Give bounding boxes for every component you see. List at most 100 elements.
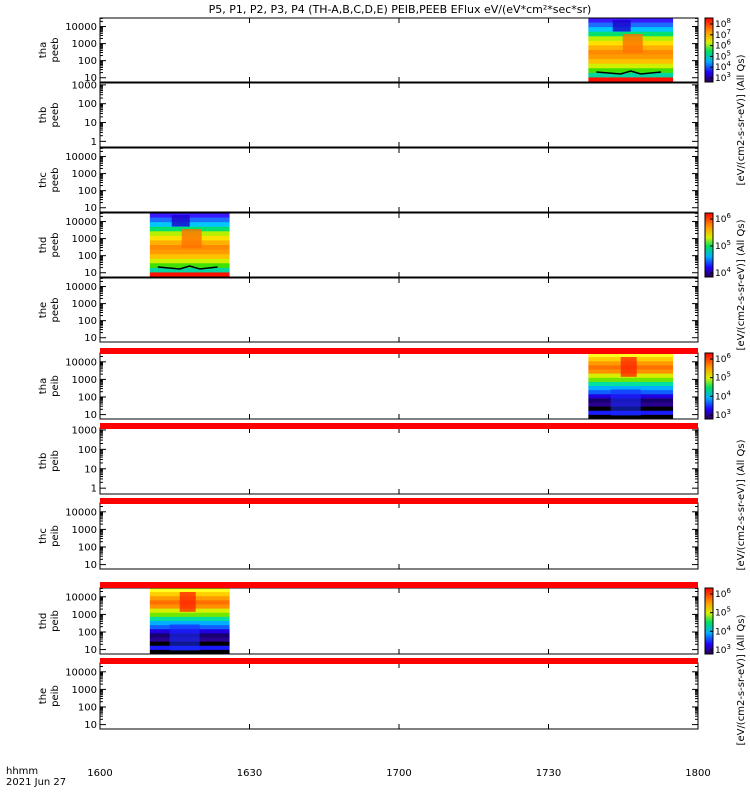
y-tick-label: 1 — [91, 484, 97, 495]
spectrogram-band — [588, 381, 674, 387]
y-tick-label: 10 — [84, 560, 97, 571]
spectrogram-band — [588, 54, 674, 60]
spectrogram-band — [149, 616, 230, 622]
spectrogram-band — [149, 254, 230, 260]
y-tick-label: 10 — [84, 645, 97, 656]
y-tick-label: 100 — [78, 186, 97, 197]
spectrogram-dropout — [171, 215, 190, 227]
panel-label-product: peib — [50, 450, 61, 472]
colorbar-tick-exponent: 7 — [726, 28, 730, 36]
y-tick-label: 100 — [78, 251, 97, 262]
panel-label-product: peib — [50, 610, 61, 632]
y-tick-label: 100 — [78, 316, 97, 327]
y-tick-label: 10 — [84, 203, 97, 214]
y-tick-label: 10000 — [65, 357, 97, 368]
x-tick-label: 1600 — [87, 768, 112, 779]
panel-label-product: peib — [50, 375, 61, 397]
y-tick-label: 1000 — [72, 425, 97, 436]
panel-frame — [99, 662, 699, 730]
colorbar-label: [eV/(cm2-s-sr-eV)] (All Qs) — [736, 219, 747, 350]
potential-trace — [157, 265, 218, 270]
colorbar-tick-exponent: 5 — [726, 371, 730, 379]
colorbar-tick-exponent: 3 — [726, 408, 730, 416]
y-tick-label: 10 — [84, 720, 97, 731]
colorbar — [704, 17, 714, 83]
colorbar-tick-exponent: 6 — [726, 352, 731, 360]
spectrogram-band — [588, 353, 674, 358]
panel-label-probe: the — [38, 688, 49, 704]
panel-label-probe: tha — [38, 378, 49, 394]
spectrogram-band — [588, 59, 674, 65]
y-tick-label: 10 — [84, 464, 97, 475]
spectrogram-band — [588, 377, 674, 383]
panel-label-probe: thd — [38, 237, 49, 254]
y-tick-label: 10 — [84, 410, 97, 421]
x-tick-label: 1800 — [685, 768, 710, 779]
panel-label-probe: thc — [38, 528, 49, 544]
y-tick-label: 10000 — [65, 667, 97, 678]
colorbar — [704, 352, 714, 420]
spectrogram-hotspot — [181, 229, 202, 249]
colorbar-tick-label: 103 — [715, 643, 731, 656]
panel-label-product: peib — [50, 685, 61, 707]
spectrogram-band — [149, 612, 230, 618]
time-axis-label-hhmm: hhmm — [6, 766, 38, 777]
red-flag-bar — [100, 348, 698, 354]
spectrogram-band — [149, 621, 230, 626]
y-tick-label: 10000 — [65, 217, 97, 228]
colorbar-tick-label: 106 — [715, 212, 731, 225]
spectrogram-band — [588, 414, 674, 420]
figure-title: P5, P1, P2, P3, P4 (TH-A,B,C,D,E) PEIB,P… — [209, 3, 592, 16]
red-flag-bar — [100, 423, 698, 429]
y-tick-label: 1000 — [72, 525, 97, 536]
colorbar-tick-exponent: 4 — [726, 624, 731, 632]
y-tick-label: 100 — [78, 99, 97, 110]
colorbar-tick-label: 105 — [715, 606, 731, 619]
colorbar-tick-exponent: 5 — [726, 49, 730, 57]
colorbar-tick-exponent: 6 — [726, 39, 731, 47]
panel-label-probe: thb — [38, 453, 49, 470]
panel-label-probe: tha — [38, 42, 49, 58]
colorbar-tick-exponent: 4 — [726, 266, 731, 274]
y-tick-label: 10000 — [65, 282, 97, 293]
panel-label-probe: the — [38, 302, 49, 318]
y-tick-label: 100 — [78, 628, 97, 639]
panel-label-product: peeb — [50, 168, 61, 193]
panel-label-product: peeb — [50, 298, 61, 323]
spectrogram-hotspot — [622, 34, 643, 54]
y-tick-label: 100 — [78, 445, 97, 456]
y-tick-label: 1000 — [72, 234, 97, 245]
spectrogram-noise — [169, 624, 200, 651]
y-tick-label: 10000 — [65, 22, 97, 33]
y-tick-label: 1000 — [72, 299, 97, 310]
spectrogram-band — [588, 63, 674, 69]
time-axis-ticks: 1600 1630 1700 1730 1800 — [87, 768, 710, 779]
colorbar-tick-label: 106 — [715, 587, 731, 600]
y-tick-label: 10 — [84, 118, 97, 129]
panel-label-probe: thb — [38, 107, 49, 124]
spectrogram-band — [588, 386, 674, 391]
spectrogram-noise — [610, 389, 641, 416]
spectrogram-band — [149, 249, 230, 255]
spectrogram-dropout — [612, 20, 631, 32]
colorbar-tick-exponent: 4 — [726, 60, 731, 68]
y-tick-label: 1000 — [72, 610, 97, 621]
colorbar-label: [eV/(cm2-s-sr-eV)] (All Qs) — [736, 54, 747, 185]
spectrogram-band — [149, 649, 230, 655]
panel-frame — [99, 427, 699, 495]
y-tick-label: 10 — [84, 268, 97, 279]
y-tick-label: 100 — [78, 543, 97, 554]
red-flag-bar — [100, 658, 698, 664]
colorbar — [704, 212, 714, 278]
colorbar-tick-label: 104 — [715, 389, 731, 402]
spectrogram-band — [149, 258, 230, 264]
panel-frame — [99, 277, 699, 343]
time-axis-label-date: 2021 Jun 27 — [6, 777, 66, 788]
colorbar-tick-exponent: 6 — [726, 587, 731, 595]
colorbar-tick-label: 104 — [715, 266, 731, 279]
y-tick-label: 10 — [84, 73, 97, 84]
panel-frame — [99, 82, 699, 148]
panel-label-product: peeb — [50, 38, 61, 63]
